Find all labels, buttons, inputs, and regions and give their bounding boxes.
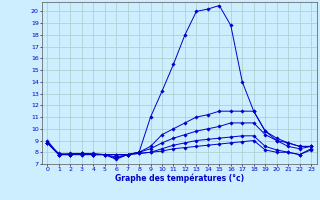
X-axis label: Graphe des températures (°c): Graphe des températures (°c) <box>115 173 244 183</box>
